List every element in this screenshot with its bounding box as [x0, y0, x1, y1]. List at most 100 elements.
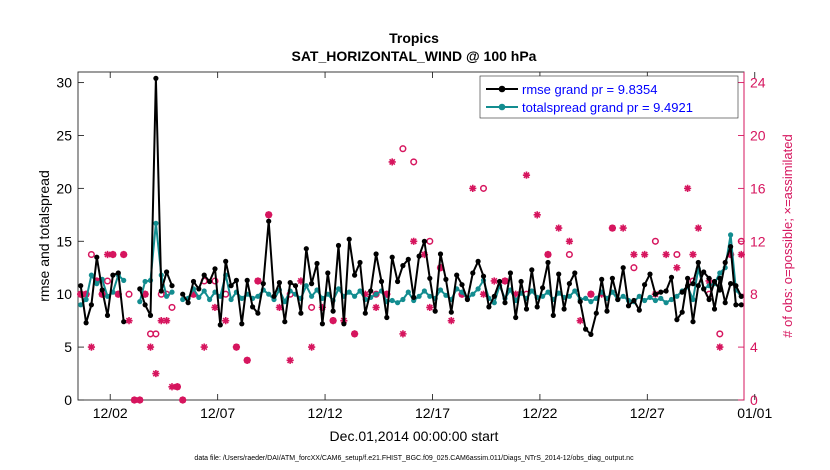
spread-point	[437, 287, 444, 293]
spread-point	[636, 293, 642, 299]
rmse-point	[566, 281, 573, 287]
obs-assimilated-point	[93, 277, 101, 285]
rmse-point	[335, 242, 342, 249]
obs-assimilated-point	[426, 303, 434, 312]
y2-tick-label: 16	[750, 180, 766, 196]
obs-assimilated-point	[265, 211, 273, 219]
obs-assimilated-point	[410, 237, 418, 245]
y2-tick-label: 8	[750, 286, 758, 302]
spread-point	[180, 296, 186, 303]
obs-assimilated-point	[222, 317, 230, 325]
rmse-point	[668, 274, 675, 280]
rmse-point	[550, 312, 556, 318]
rmse-point	[223, 258, 229, 264]
rmse-point	[94, 254, 100, 260]
spread-point	[303, 283, 309, 289]
rmse-point	[583, 326, 589, 332]
rmse-point	[464, 296, 470, 303]
obs-assimilated-point	[189, 290, 198, 298]
rmse-point	[679, 289, 685, 295]
y2-axis-label: # of obs: o=possible; ×=assimilated	[780, 134, 795, 337]
y-tick-label: 10	[56, 286, 72, 302]
obs-assimilated-point	[641, 250, 649, 259]
rmse-point	[239, 321, 245, 327]
spread-point	[470, 291, 476, 297]
rmse-point	[711, 278, 718, 285]
obs-assimilated-point	[469, 184, 477, 192]
obs-assimilated-point	[619, 224, 627, 232]
rmse-point	[421, 238, 427, 244]
rmse-point	[378, 278, 385, 285]
obs-assimilated-point	[555, 224, 563, 232]
rmse-point	[185, 300, 191, 306]
obs-assimilated-point	[308, 343, 316, 351]
rmse-point	[180, 291, 186, 297]
rmse-point	[577, 299, 583, 305]
rmse-point	[738, 302, 744, 308]
rmse-point	[314, 260, 320, 267]
obs-assimilated-point	[673, 264, 681, 272]
obs-assimilated-point	[565, 237, 574, 245]
spread-point	[201, 288, 207, 294]
obs-assimilated-point	[168, 383, 176, 391]
spread-point	[266, 291, 272, 297]
obs-possible-point	[426, 237, 434, 245]
y-tick-label: 30	[56, 75, 72, 91]
rmse-point	[652, 291, 659, 297]
rmse-point	[523, 306, 530, 312]
y-tick-label: 5	[64, 339, 72, 355]
rmse-point	[695, 259, 701, 266]
obs-assimilated-point	[737, 250, 745, 259]
spread-point	[491, 300, 497, 306]
spread-point	[405, 289, 411, 295]
rmse-point	[362, 310, 368, 316]
obs-possible-point	[308, 303, 316, 311]
spread-point	[572, 288, 578, 294]
rmse-point	[309, 281, 315, 287]
rmse-point	[147, 312, 154, 318]
obs-assimilated-point	[77, 290, 85, 298]
rmse-point	[513, 314, 519, 321]
rmse-point	[319, 321, 325, 327]
rmse-point	[540, 285, 546, 291]
obs-assimilated-point	[608, 224, 617, 232]
spread-point	[357, 288, 363, 294]
spread-point	[642, 297, 648, 304]
obs-possible-point	[125, 290, 133, 298]
rmse-point	[432, 308, 438, 314]
obs-assimilated-point	[109, 250, 117, 259]
rmse-point	[437, 251, 444, 257]
y2-tick-label: 20	[750, 127, 766, 143]
rmse-point	[588, 331, 594, 337]
obs-assimilated-point	[130, 396, 138, 404]
rmse-point	[690, 319, 696, 325]
rmse-point	[427, 275, 433, 281]
rmse-point	[604, 308, 610, 314]
rmse-point	[561, 306, 567, 312]
rmse-point	[153, 75, 159, 81]
obs-assimilated-point	[275, 303, 284, 312]
chart-title: Tropics	[389, 30, 439, 46]
rmse-point	[529, 267, 535, 273]
obs-assimilated-point	[318, 303, 326, 312]
rmse-point	[298, 310, 304, 316]
obs-possible-point	[410, 158, 418, 166]
obs-assimilated-point	[173, 383, 181, 391]
rmse-point	[733, 302, 739, 308]
obs-assimilated-point	[146, 343, 155, 351]
spread-point	[583, 295, 589, 301]
rmse-point	[164, 269, 170, 275]
spread-point	[142, 278, 148, 285]
rmse-point	[110, 272, 116, 278]
obs-assimilated-point	[501, 277, 509, 285]
obs-assimilated-point	[125, 317, 133, 325]
rmse-point	[625, 303, 632, 309]
rmse-point	[287, 280, 293, 286]
rmse-point	[115, 270, 121, 276]
spread-point	[207, 296, 213, 303]
rmse-point	[357, 259, 363, 266]
y2-tick-label: 12	[750, 233, 766, 249]
obs-assimilated-point	[694, 224, 702, 232]
rmse-point	[695, 283, 701, 289]
